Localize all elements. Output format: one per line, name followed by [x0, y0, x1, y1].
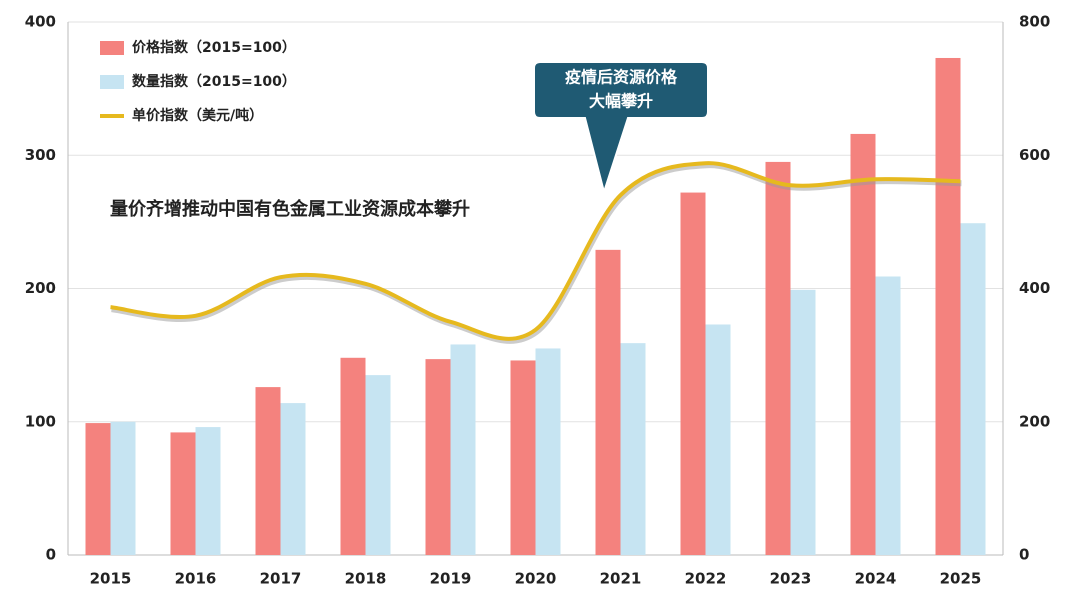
legend-label: 价格指数（2015=100） [132, 39, 296, 56]
callout-text: 大幅攀升 [589, 92, 653, 111]
y-tick-label: 100 [25, 412, 56, 430]
bar [195, 427, 221, 555]
y2-tick-label: 0 [1019, 546, 1029, 564]
bar [850, 133, 876, 555]
y-tick-label: 0 [46, 546, 56, 564]
bar [510, 360, 536, 555]
line-shadow [111, 162, 962, 344]
x-tick-label: 2018 [345, 570, 387, 588]
x-tick-label: 2016 [175, 570, 217, 588]
bar [110, 421, 136, 555]
line [110, 161, 961, 341]
legend-label: 单价指数（美元/吨） [132, 107, 263, 124]
x-tick-label: 2019 [430, 570, 472, 588]
y-tick-label: 400 [25, 13, 56, 31]
bar [620, 343, 646, 555]
y-tick-label: 200 [25, 279, 56, 297]
bar [340, 357, 366, 555]
bar [680, 192, 706, 555]
y2-tick-label: 200 [1019, 412, 1050, 430]
callout-text: 疫情后资源价格 [565, 68, 678, 87]
x-tick-label: 2023 [770, 570, 812, 588]
bar [935, 57, 961, 555]
y-tick-label: 300 [25, 146, 56, 164]
legend-swatch [100, 75, 124, 89]
y2-tick-label: 400 [1019, 279, 1050, 297]
bar [960, 223, 986, 555]
x-tick-label: 2022 [685, 570, 727, 588]
x-tick-label: 2015 [90, 570, 132, 588]
bar [365, 375, 391, 555]
bar [450, 344, 476, 555]
bar [85, 423, 111, 555]
legend-swatch [100, 41, 124, 55]
bar [170, 432, 196, 555]
x-tick-label: 2017 [260, 570, 302, 588]
bar [425, 359, 451, 555]
x-tick-label: 2024 [855, 570, 897, 588]
bar [705, 324, 731, 555]
bar [255, 387, 281, 555]
x-tick-label: 2021 [600, 570, 642, 588]
bar [535, 348, 561, 555]
y2-tick-label: 800 [1019, 13, 1050, 31]
legend-label: 数量指数（2015=100） [132, 73, 296, 90]
y2-tick-label: 600 [1019, 146, 1050, 164]
bar [875, 276, 901, 555]
bar [765, 161, 791, 555]
bar [595, 249, 621, 556]
annotation: 量价齐增推动中国有色金属工业资源成本攀升 [110, 198, 470, 220]
bar [790, 289, 816, 555]
x-tick-label: 2025 [940, 570, 982, 588]
callout-box [533, 61, 709, 196]
x-tick-label: 2020 [515, 570, 557, 588]
bar [280, 403, 306, 555]
